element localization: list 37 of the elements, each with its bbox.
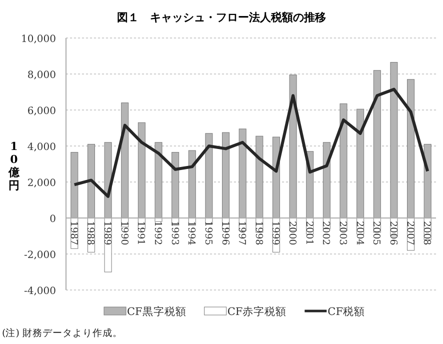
y-tick-label: -4,000 (24, 286, 56, 297)
x-tick-label: 2008 (421, 221, 432, 246)
y-tick-label: 6,000 (27, 106, 56, 117)
x-tick-label: 1999 (270, 221, 281, 246)
x-tick-label: 1989 (102, 221, 113, 246)
x-tick-label: 2002 (320, 221, 332, 246)
x-tick-label: 2004 (354, 221, 365, 246)
y-tick-label: 0 (50, 214, 56, 225)
y-tick-label: 10,000 (21, 34, 56, 45)
x-tick-label: 1993 (168, 221, 180, 246)
x-tick-label: 1996 (219, 221, 230, 246)
x-tick-label: 1990 (118, 221, 130, 246)
x-tick-label: 1997 (236, 221, 248, 246)
text: (注) 財務データより作成。 (2, 327, 122, 339)
y-tick-label: 4,000 (27, 142, 56, 153)
legend-label: CF赤字税額 (227, 305, 287, 318)
y-tick-label: 2,000 (27, 178, 56, 189)
x-tick-label: 1988 (84, 221, 96, 246)
x-tick-label: 1992 (152, 221, 163, 246)
x-tick-label: 1998 (252, 221, 264, 246)
x-tick-label: 1991 (135, 221, 146, 246)
legend-label: CF黒字税額 (127, 305, 186, 318)
x-tick-label: 2007 (404, 221, 416, 246)
x-tick-label: 2005 (370, 221, 382, 246)
y-axis-title: 10億円 (8, 140, 20, 192)
x-tick-label: 2000 (286, 221, 298, 246)
x-tick-label: 2003 (337, 221, 348, 246)
x-tick-label: 1994 (186, 221, 197, 246)
y-tick-label: 8,000 (27, 70, 56, 81)
x-tick-label: 2006 (387, 221, 398, 246)
x-tick-label: 2001 (303, 221, 314, 246)
x-tick-label: 1995 (202, 221, 214, 246)
y-tick-label: -2,000 (24, 250, 56, 261)
line-series (72, 88, 430, 198)
chart-title: 図１ キャッシュ・フロー法人税額の推移 (117, 11, 326, 24)
legend-label: CF税額 (328, 305, 365, 318)
x-tick-label: 1987 (68, 221, 79, 246)
